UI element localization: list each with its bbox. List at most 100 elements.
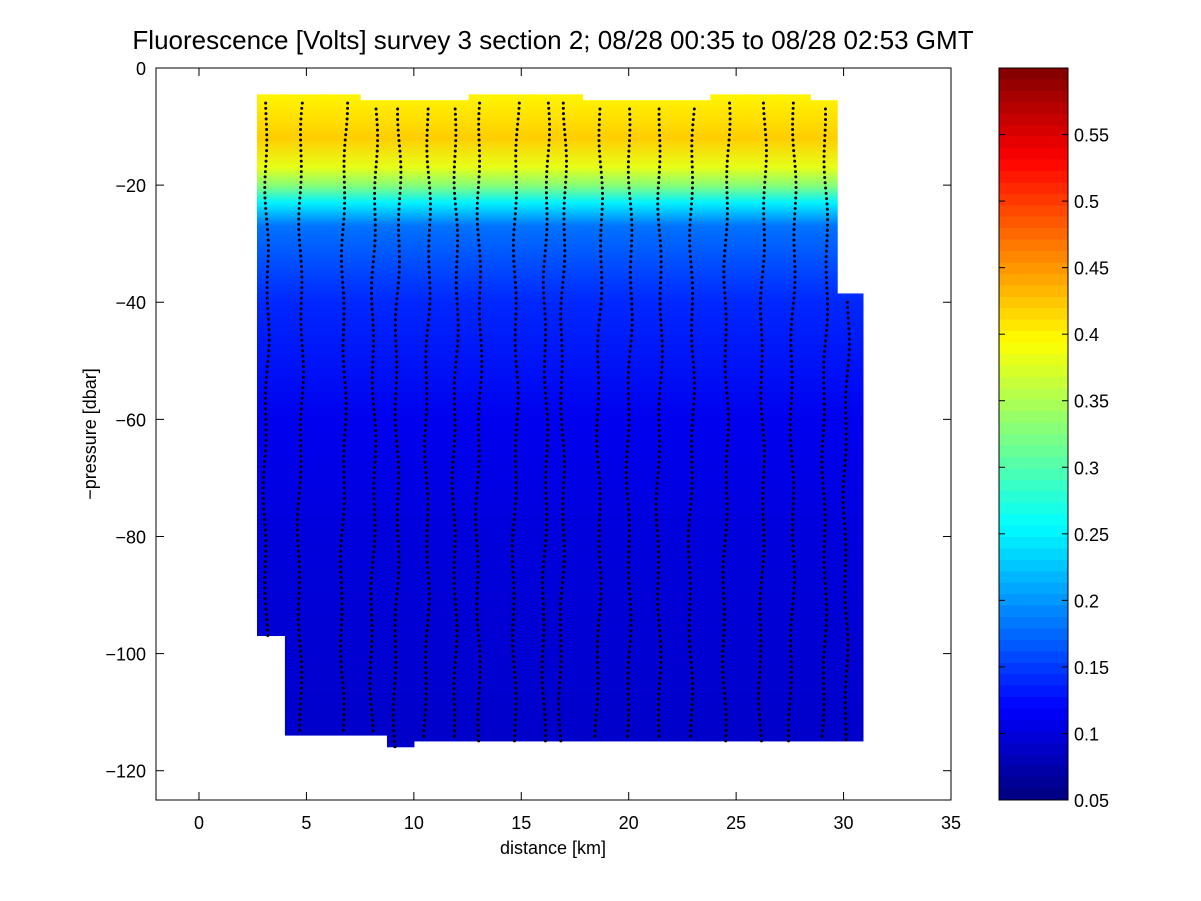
profile-point xyxy=(424,371,428,375)
profile-point xyxy=(791,512,795,516)
profile-point xyxy=(725,449,729,453)
profile-point xyxy=(822,170,826,174)
profile-point xyxy=(654,513,658,517)
profile-point xyxy=(544,396,548,400)
profile-point xyxy=(342,454,346,458)
profile-point xyxy=(543,718,547,722)
profile-point xyxy=(477,307,481,311)
profile-point xyxy=(478,317,482,321)
profile-point xyxy=(299,175,303,179)
profile-point xyxy=(427,239,431,243)
profile-point xyxy=(789,402,793,406)
profile-point xyxy=(266,233,270,237)
profile-point xyxy=(659,371,663,375)
profile-point xyxy=(452,671,456,675)
profile-point xyxy=(542,623,546,627)
profile-point xyxy=(688,255,692,259)
profile-point xyxy=(514,475,518,479)
profile-point xyxy=(722,633,726,637)
profile-point xyxy=(690,302,694,306)
profile-1 xyxy=(261,101,271,637)
profile-point xyxy=(426,576,430,580)
profile-point xyxy=(843,701,847,705)
profile-point xyxy=(822,392,826,396)
profile-point xyxy=(476,581,480,585)
profile-point xyxy=(425,560,429,564)
profile-point xyxy=(477,739,481,743)
profile-point xyxy=(787,713,791,717)
profile-point xyxy=(477,438,481,442)
profile-point xyxy=(266,254,270,258)
profile-point xyxy=(600,281,604,285)
profile-point xyxy=(658,133,662,137)
profile-point xyxy=(844,674,848,678)
profile-point xyxy=(691,123,695,127)
profile-point xyxy=(373,218,377,222)
profile-point xyxy=(346,101,350,105)
profile-point xyxy=(475,491,479,495)
profile-point xyxy=(791,597,795,601)
profile-point xyxy=(822,544,826,548)
profile-point xyxy=(265,133,269,137)
profile-point xyxy=(514,433,518,437)
profile-point xyxy=(297,207,301,211)
profile-point xyxy=(689,207,693,211)
profile-point xyxy=(476,228,480,232)
profile-point xyxy=(478,286,482,290)
profile-point xyxy=(513,739,517,743)
profile-point xyxy=(764,143,768,147)
profile-point xyxy=(396,450,400,454)
profile-point xyxy=(725,185,729,189)
profile-point xyxy=(396,112,400,116)
profile-point xyxy=(547,138,551,142)
profile-point xyxy=(299,328,303,332)
profile-point xyxy=(629,634,633,638)
profile-point xyxy=(560,354,564,358)
profile-point xyxy=(658,144,662,148)
profile-point xyxy=(301,391,305,395)
profile-point xyxy=(456,233,460,237)
profile-point xyxy=(480,365,484,369)
profile-point xyxy=(724,481,728,485)
profile-point xyxy=(599,239,603,243)
profile-point xyxy=(394,307,398,311)
profile-point xyxy=(371,355,375,359)
profile-point xyxy=(370,613,374,617)
profile-point xyxy=(393,323,397,327)
profile-point xyxy=(722,254,726,258)
profile-point xyxy=(690,676,694,680)
profile-point xyxy=(660,360,664,364)
profile-point xyxy=(340,528,344,532)
profile-point xyxy=(300,402,304,406)
profile-point xyxy=(265,286,269,290)
profile-point xyxy=(545,444,549,448)
profile-point xyxy=(397,139,401,143)
profile-point xyxy=(791,122,795,126)
field-column xyxy=(555,94,584,742)
profile-point xyxy=(629,334,633,338)
profile-point xyxy=(792,233,796,237)
profile-point xyxy=(657,418,661,422)
profile-point xyxy=(823,349,827,353)
profile-point xyxy=(542,265,546,269)
profile-point xyxy=(297,222,301,226)
profile-point xyxy=(595,455,599,459)
profile-point xyxy=(265,149,269,153)
profile-point xyxy=(372,471,376,475)
profile-point xyxy=(296,512,300,516)
profile-point xyxy=(373,181,377,185)
profile-point xyxy=(630,313,634,317)
profile-point xyxy=(559,739,563,743)
profile-point xyxy=(824,334,828,338)
profile-point xyxy=(761,512,765,516)
profile-point xyxy=(454,128,458,132)
profile-point xyxy=(264,386,268,390)
profile-point xyxy=(370,386,374,390)
profile-point xyxy=(564,164,568,168)
profile-point xyxy=(514,317,518,321)
profile-point xyxy=(658,392,662,396)
profile-point xyxy=(596,355,600,359)
profile-point xyxy=(342,207,346,211)
profile-point xyxy=(558,618,562,622)
profile-point xyxy=(561,280,565,284)
